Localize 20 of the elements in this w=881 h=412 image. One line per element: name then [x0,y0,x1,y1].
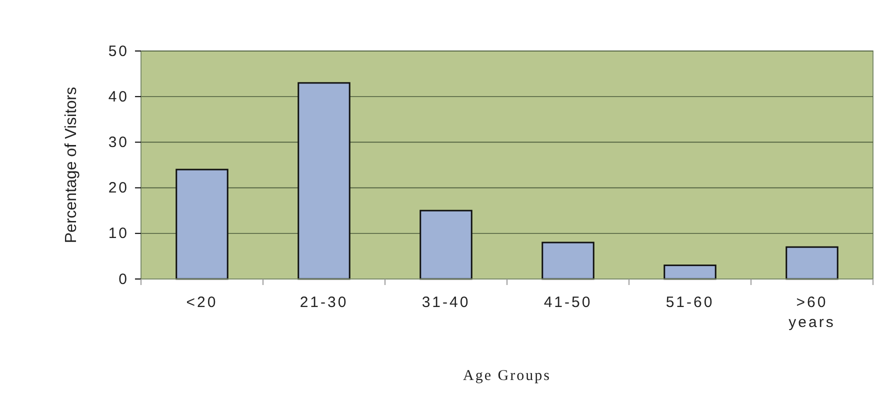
bar [420,210,472,280]
x-tick-label: 31-40 [422,294,470,311]
x-tick-label: 51-60 [666,294,714,311]
y-tick-label: 10 [108,225,129,242]
y-axis-title: Percentage of Visitors [63,86,80,244]
y-tick-label: 20 [108,180,129,197]
x-tick-label: >60 years [788,294,836,331]
bar [298,82,350,280]
x-tick-label: 21-30 [300,294,348,311]
bar [176,168,228,280]
y-tick-label: 30 [108,134,129,151]
x-axis-title: Age Groups [463,368,551,384]
bar [786,246,838,280]
bar [542,242,594,280]
y-tick-label: 40 [108,88,129,106]
y-tick-label: 50 [108,42,129,60]
x-tick-label: 41-50 [544,294,592,311]
bar [664,264,716,280]
y-tick-label: 0 [118,270,129,288]
x-tick-label: <20 [186,294,218,311]
